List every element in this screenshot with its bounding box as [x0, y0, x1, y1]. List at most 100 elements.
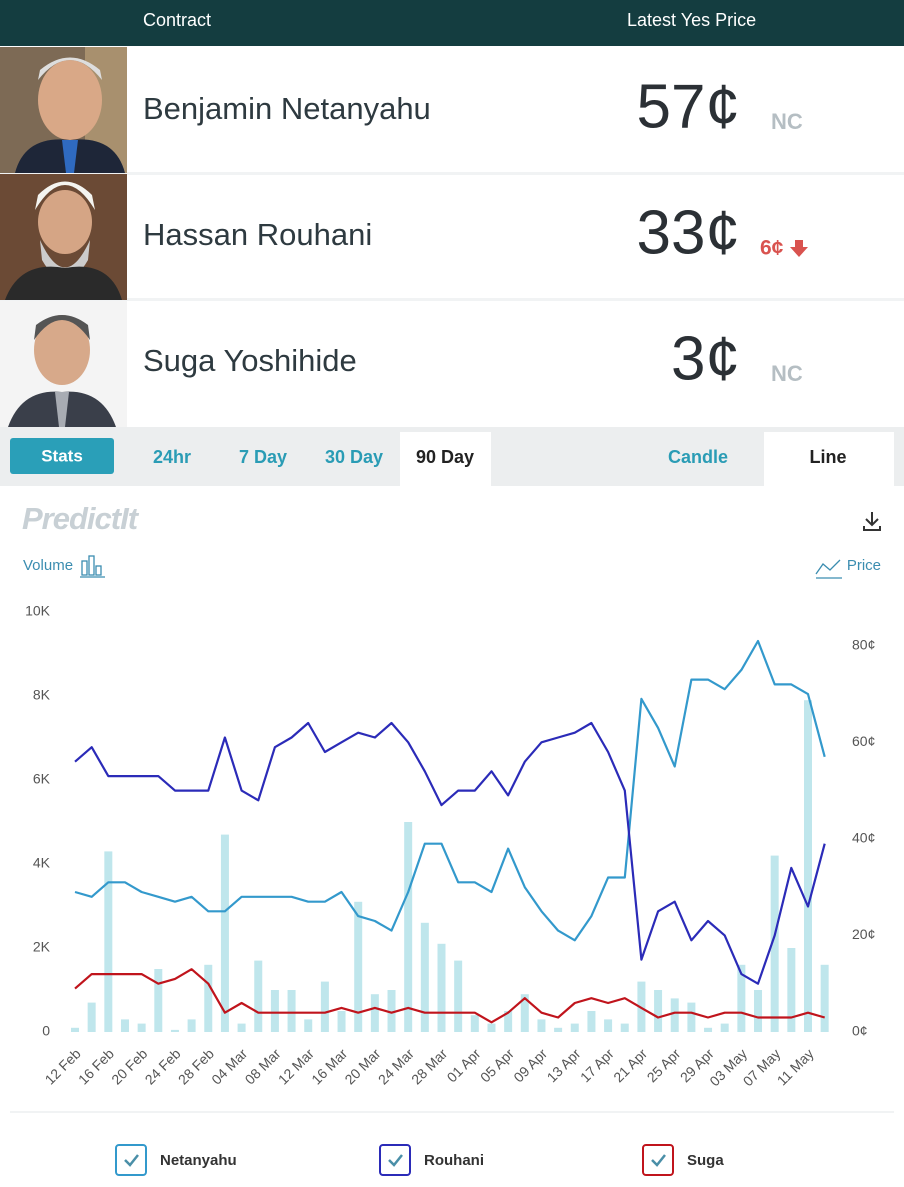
- x-tick-label: 08 Mar: [242, 1045, 284, 1087]
- volume-bar: [320, 981, 329, 1032]
- photo: [0, 47, 127, 173]
- x-tick-label: 13 Apr: [544, 1045, 584, 1085]
- volume-bar: [71, 1027, 79, 1032]
- price-line: [74, 721, 826, 985]
- volume-bar: [820, 964, 829, 1032]
- download-icon[interactable]: [863, 512, 881, 531]
- mode-tab[interactable]: Candle: [668, 447, 728, 467]
- y-tick-label: 6K: [33, 771, 51, 787]
- volume-bar: [370, 994, 379, 1032]
- volume-bar: [604, 1019, 613, 1032]
- volume-bar: [504, 1011, 513, 1032]
- volume-bar: [354, 901, 363, 1032]
- x-tick-label: 20 Feb: [108, 1045, 150, 1087]
- volume-bar: [437, 943, 446, 1032]
- volume-bar: [404, 822, 413, 1032]
- header-bar: [0, 0, 904, 46]
- volume-bar: [470, 1015, 479, 1032]
- volume-bar: [587, 1011, 596, 1032]
- header-price: Latest Yes Price: [627, 10, 756, 30]
- volume-bar: [454, 960, 463, 1032]
- legend-check: [388, 1154, 403, 1167]
- mode-active[interactable]: Line: [809, 447, 846, 467]
- volume-bar: [337, 1011, 346, 1032]
- contract-change: NC: [771, 361, 803, 386]
- stats-button[interactable]: [10, 438, 114, 474]
- volume-bar: [154, 969, 163, 1032]
- volume-bar: [737, 964, 746, 1032]
- header-contract: Contract: [143, 10, 211, 30]
- tab[interactable]: 30 Day: [325, 447, 383, 467]
- y-tick-label: 10K: [25, 603, 51, 619]
- volume-bar: [287, 990, 296, 1032]
- x-tick-label: 24 Feb: [142, 1045, 184, 1087]
- legend-check: [651, 1154, 666, 1167]
- volume-label: Volume: [23, 557, 73, 574]
- volume-bar: [137, 1023, 146, 1032]
- volume-icon: [80, 555, 105, 578]
- volume-bar: [204, 964, 213, 1032]
- legend-checkbox[interactable]: [379, 1144, 411, 1176]
- tab[interactable]: 7 Day: [239, 447, 287, 467]
- tab-active[interactable]: 90 Day: [416, 447, 474, 467]
- volume-bar: [670, 998, 679, 1032]
- legend-separator: [10, 1111, 894, 1113]
- volume-bar: [804, 700, 812, 1032]
- down-arrow: [790, 240, 808, 257]
- volume-bar: [87, 1002, 96, 1032]
- x-tick-label: 20 Mar: [341, 1045, 383, 1087]
- price-line: [74, 968, 826, 1024]
- x-tick-label: 01 Apr: [444, 1045, 484, 1085]
- legend-label: Suga: [687, 1152, 724, 1169]
- volume-bar: [187, 1019, 196, 1032]
- volume-bar: [420, 922, 429, 1032]
- x-tick-label: 21 Apr: [610, 1045, 650, 1085]
- price-line: [74, 639, 826, 942]
- volume-bar: [770, 855, 779, 1032]
- x-tick-label: 05 Apr: [477, 1045, 517, 1085]
- volume-bar: [720, 1023, 729, 1032]
- x-tick-label: 17 Apr: [577, 1045, 617, 1085]
- x-tick-label: 28 Mar: [408, 1045, 450, 1087]
- legend-checkbox[interactable]: [642, 1144, 674, 1176]
- contract-price: 33¢: [637, 198, 740, 267]
- y2-tick-label: 0¢: [852, 1023, 868, 1039]
- volume-bar: [687, 1002, 696, 1032]
- row-separator: [0, 172, 904, 175]
- x-tick-label: 09 Apr: [510, 1045, 550, 1085]
- contract-name: Suga Yoshihide: [143, 343, 357, 378]
- x-tick-label: 07 May: [740, 1045, 784, 1089]
- tab[interactable]: 24hr: [153, 447, 191, 467]
- logo: PredictIt: [22, 501, 140, 536]
- photo: [0, 174, 127, 300]
- x-tick-label: 12 Mar: [275, 1045, 317, 1087]
- x-tick-label: 12 Feb: [42, 1045, 84, 1087]
- volume-bar: [520, 994, 529, 1032]
- y-tick-label: 0: [42, 1023, 50, 1039]
- volume-bar: [787, 948, 796, 1032]
- volume-bar: [270, 990, 279, 1032]
- mode-active-bg: [764, 432, 894, 486]
- x-tick-label: 04 Mar: [208, 1045, 250, 1087]
- y-tick-label: 4K: [33, 855, 51, 871]
- contract-name: Benjamin Netanyahu: [143, 91, 431, 126]
- row-separator: [0, 298, 904, 301]
- volume-bar: [620, 1023, 629, 1032]
- volume-bar: [387, 990, 396, 1032]
- x-tick-label: 24 Mar: [375, 1045, 417, 1087]
- volume-bar: [120, 1019, 129, 1032]
- x-tick-label: 28 Feb: [175, 1045, 217, 1087]
- volume-bar: [487, 1023, 496, 1032]
- stats-label[interactable]: Stats: [41, 446, 83, 465]
- volume-bar: [754, 990, 763, 1032]
- legend-checkbox[interactable]: [115, 1144, 147, 1176]
- price-icon: [815, 559, 842, 579]
- y2-tick-label: 40¢: [852, 830, 875, 846]
- x-tick-label: 11 May: [774, 1045, 817, 1088]
- x-tick-label: 16 Feb: [75, 1045, 117, 1087]
- y2-tick-label: 80¢: [852, 636, 875, 652]
- rows-bg: [0, 47, 904, 427]
- volume-bar: [254, 960, 263, 1032]
